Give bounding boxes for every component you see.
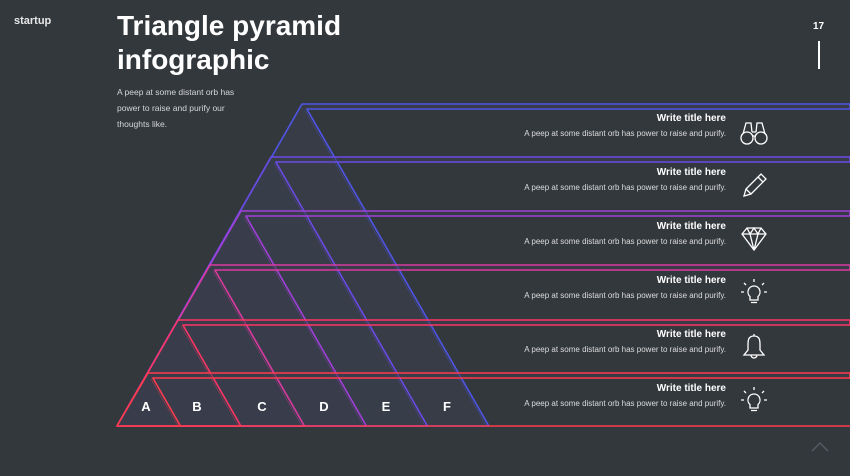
- item-title: Write title here: [656, 167, 726, 178]
- bell-icon: [742, 334, 766, 359]
- title-line-1: Triangle pyramid: [117, 10, 342, 41]
- item-text: A peep at some distant orb has power to …: [524, 129, 726, 138]
- diamond-icon: [741, 226, 767, 252]
- binoculars-icon: [740, 122, 768, 145]
- pyramid-label-e: E: [382, 399, 391, 414]
- description-line-2: power to raise and purify our: [117, 103, 225, 113]
- item-title: Write title here: [656, 329, 726, 340]
- item-text: A peep at some distant orb has power to …: [524, 399, 726, 408]
- brand-name: startup: [14, 15, 52, 27]
- scroll-up-arrow-icon[interactable]: [810, 440, 830, 454]
- item-title: Write title here: [656, 113, 726, 124]
- pyramid-label-f: F: [443, 399, 451, 414]
- item-text: A peep at some distant orb has power to …: [524, 183, 726, 192]
- lightbulb-icon: [741, 279, 767, 304]
- pyramid-label-a: A: [141, 399, 151, 414]
- pyramid-label-d: D: [319, 399, 328, 414]
- pyramid-layer-edge: [150, 378, 178, 426]
- item-text: A peep at some distant orb has power to …: [524, 345, 726, 354]
- item-title: Write title here: [656, 383, 726, 394]
- item-title: Write title here: [656, 275, 726, 286]
- page-description: A peep at some distant orb has power to …: [117, 84, 252, 132]
- title-line-2: infographic: [117, 44, 270, 75]
- lightbulb-icon: [741, 387, 767, 412]
- description-line-3: thoughts like.: [117, 119, 168, 129]
- pyramid-label-c: C: [257, 399, 267, 414]
- pyramid-label-b: B: [192, 399, 201, 414]
- item-title: Write title here: [656, 221, 726, 232]
- description-line-1: A peep at some distant orb has: [117, 87, 235, 97]
- pyramid-layer-edge: [212, 270, 302, 426]
- pencil-icon: [743, 173, 767, 197]
- page-title: Triangle pyramid infographic: [117, 9, 417, 77]
- item-text: A peep at some distant orb has power to …: [524, 237, 726, 246]
- page-number: 17: [813, 21, 825, 32]
- page-indicator-line: [818, 41, 820, 69]
- item-text: A peep at some distant orb has power to …: [524, 291, 726, 300]
- pyramid-layer-edge: [273, 162, 425, 426]
